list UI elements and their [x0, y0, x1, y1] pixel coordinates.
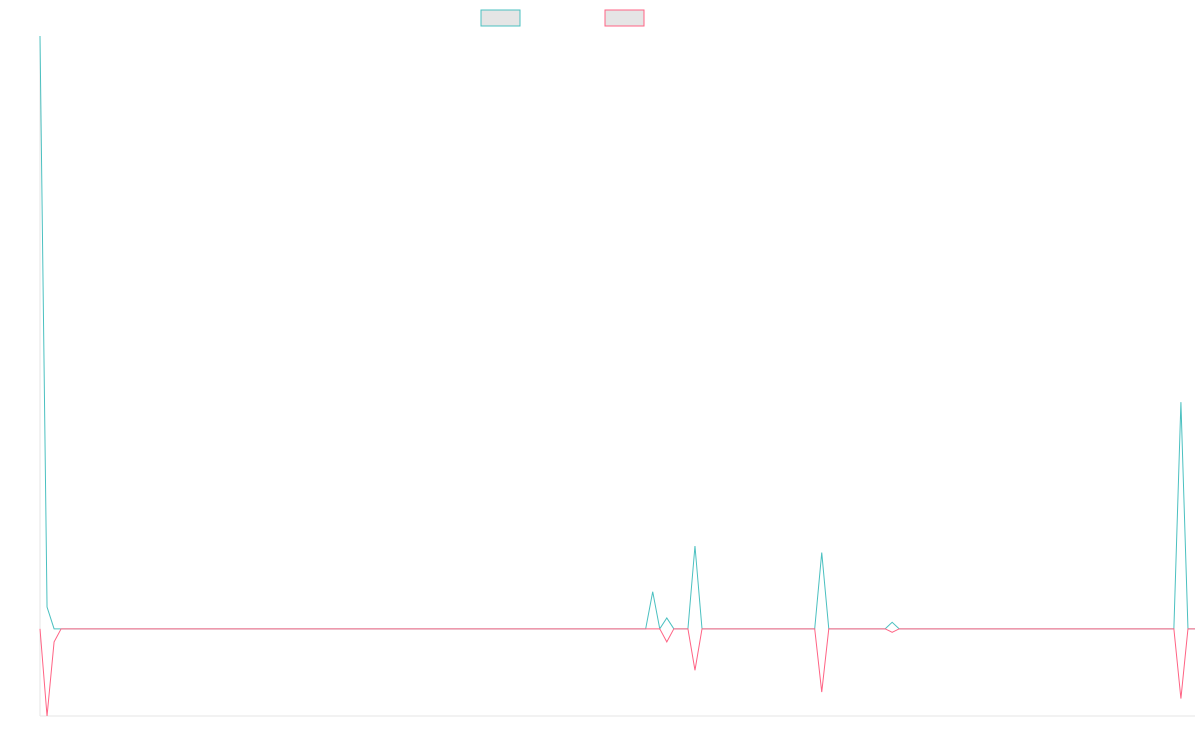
series-line-2 [39, 628, 1195, 717]
legend-swatch-series-2[interactable] [604, 9, 645, 27]
axes [39, 36, 1195, 717]
legend-swatch-series-1[interactable] [480, 9, 521, 27]
series-lines [39, 35, 1195, 717]
legend[interactable] [480, 9, 645, 27]
series-line-1 [39, 35, 1195, 631]
